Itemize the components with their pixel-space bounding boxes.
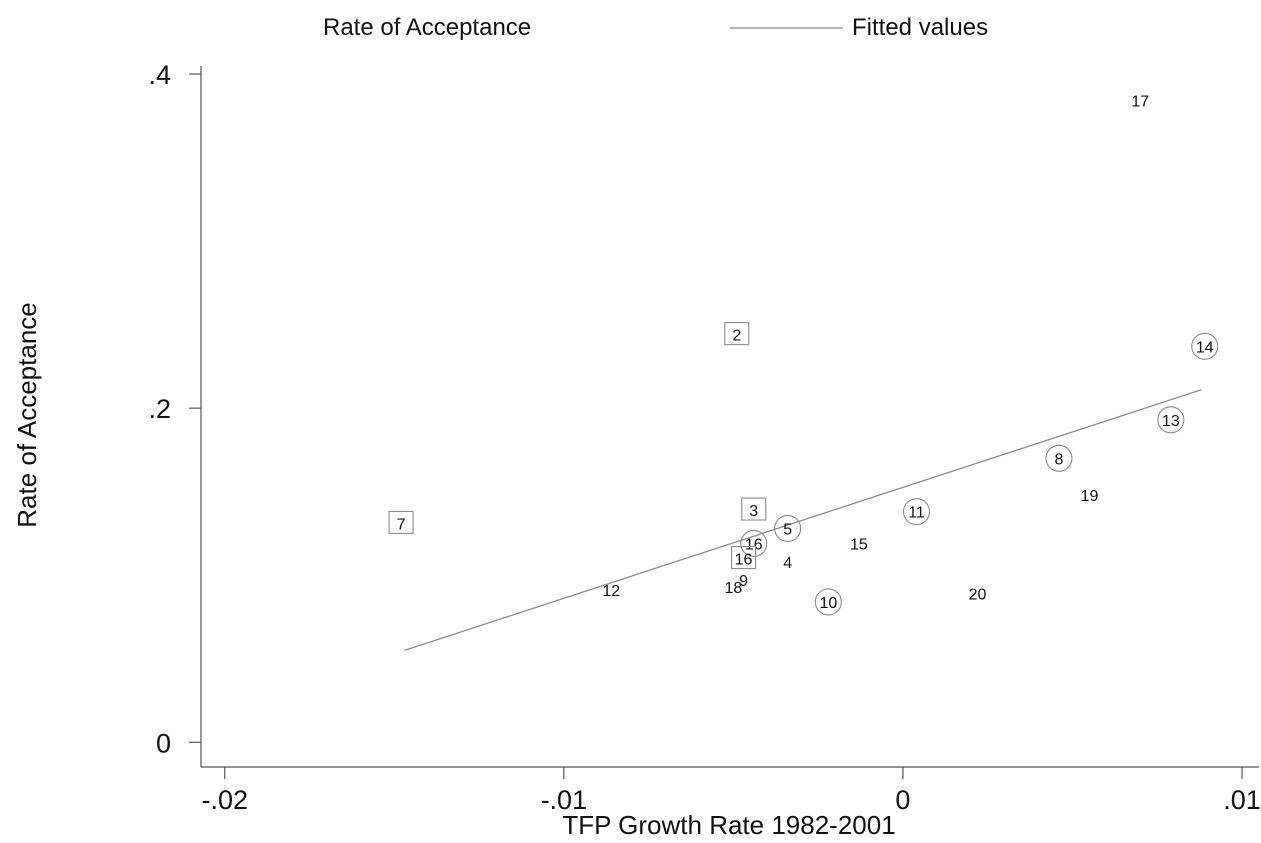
x-ticks: -.02 -.01 0 .01 <box>201 767 1261 815</box>
circle-marker <box>774 514 802 542</box>
point-label: 10 <box>819 595 837 612</box>
point-label: 18 <box>724 580 742 597</box>
point-label: 3 <box>749 503 758 520</box>
data-point: 5 <box>774 514 802 542</box>
x-axis-title: TFP Growth Rate 1982-2001 <box>562 810 895 840</box>
square-marker <box>731 545 757 570</box>
point-label: 8 <box>1054 451 1063 468</box>
data-point: 18 <box>724 580 742 597</box>
point-label: 12 <box>602 583 620 600</box>
circle-marker <box>902 498 931 526</box>
y-tick-label: .2 <box>148 394 171 424</box>
circle-marker <box>814 588 842 616</box>
point-label: 5 <box>783 521 792 538</box>
data-point: 9 <box>739 573 748 590</box>
point-label: 19 <box>1081 488 1099 505</box>
legend-label-fitted-values: Fitted values <box>852 14 988 41</box>
circle-marker <box>740 529 768 558</box>
legend: Rate of Acceptance Fitted values <box>323 14 988 41</box>
data-point: 3 <box>741 497 767 521</box>
point-label: 7 <box>397 516 406 533</box>
x-tick-label: 0 <box>895 785 910 815</box>
y-ticks: 0 .2 .4 <box>148 60 201 758</box>
point-label: 15 <box>850 536 868 553</box>
data-point: 15 <box>850 536 868 553</box>
data-point: 2 <box>724 322 750 346</box>
data-point: 12 <box>602 583 620 600</box>
point-label: 4 <box>783 555 792 572</box>
point-label: 2 <box>732 328 741 345</box>
point-label: 16 <box>745 536 763 553</box>
x-tick-label: .01 <box>1223 785 1261 815</box>
circle-marker <box>1045 444 1073 472</box>
point-label: 14 <box>1196 339 1214 356</box>
x-tick-label: -.01 <box>541 785 588 815</box>
square-marker <box>741 497 767 521</box>
data-point: 16 <box>740 529 768 558</box>
data-point: 19 <box>1081 488 1099 505</box>
legend-label-rate-of-acceptance: Rate of Acceptance <box>323 14 531 41</box>
data-point: 20 <box>969 587 987 604</box>
data-points-layer: 17 2 14 13 8 19 3 11 7 5 16 15 16 4 918 12 20 10 <box>388 94 1219 616</box>
x-axis: -.02 -.01 0 .01 TFP Growth Rate 1982-2001 <box>201 766 1261 840</box>
data-point: 10 <box>814 588 842 616</box>
data-point: 11 <box>902 498 931 526</box>
circle-marker <box>1191 332 1219 360</box>
y-tick-label: .4 <box>148 60 171 90</box>
data-point: 8 <box>1045 444 1073 472</box>
data-point: 4 <box>783 555 792 572</box>
point-label: 16 <box>735 552 753 569</box>
point-label: 17 <box>1131 94 1149 111</box>
point-label: 11 <box>908 505 925 522</box>
y-tick-label: 0 <box>156 728 171 758</box>
fitted-values-layer <box>404 389 1202 652</box>
fitted-values-line <box>404 389 1202 652</box>
y-axis-title: Rate of Acceptance <box>12 302 42 527</box>
square-marker <box>724 322 750 346</box>
x-tick-label: -.02 <box>201 785 248 815</box>
data-point: 17 <box>1131 94 1149 111</box>
square-marker <box>388 510 414 534</box>
y-axis: 0 .2 .4 Rate of Acceptance <box>12 60 202 767</box>
data-point: 7 <box>388 510 414 534</box>
data-point: 16 <box>731 545 757 570</box>
circle-marker <box>1157 406 1185 434</box>
point-label: 13 <box>1162 413 1180 430</box>
point-label: 20 <box>969 587 987 604</box>
point-label: 9 <box>739 573 748 590</box>
data-point: 14 <box>1191 332 1219 360</box>
data-point: 13 <box>1157 406 1185 434</box>
